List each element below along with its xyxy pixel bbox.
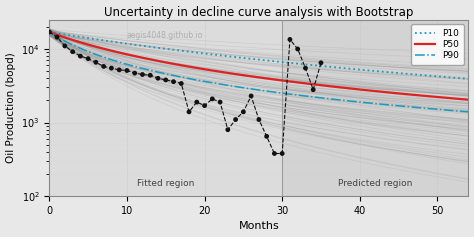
- Point: [232, 118, 239, 121]
- P10: [351, 68, 357, 70]
- Point: [69, 50, 76, 54]
- P10: [212, 53, 218, 56]
- Text: aegis4048.github.io: aegis4048.github.io: [127, 31, 203, 40]
- P90: [465, 110, 471, 113]
- Point: [201, 104, 209, 108]
- Point: [271, 152, 278, 155]
- P90: [349, 100, 355, 103]
- Line: P50: P50: [49, 32, 468, 100]
- Point: [301, 66, 309, 70]
- P50: [46, 31, 52, 33]
- Text: Fitted region: Fitted region: [137, 179, 194, 188]
- Point: [115, 68, 123, 72]
- P50: [97, 46, 102, 49]
- Title: Uncertainty in decline curve analysis with Bootstrap: Uncertainty in decline curve analysis wi…: [104, 5, 414, 18]
- Point: [53, 35, 61, 39]
- P90: [97, 55, 102, 57]
- P50: [465, 98, 471, 101]
- P10: [465, 77, 471, 80]
- P50: [310, 83, 316, 86]
- X-axis label: Months: Months: [238, 221, 279, 232]
- Point: [108, 66, 115, 70]
- P50: [183, 65, 189, 68]
- P10: [183, 50, 189, 53]
- P10: [46, 31, 52, 33]
- Point: [123, 69, 131, 73]
- Point: [263, 134, 271, 138]
- Point: [286, 37, 294, 41]
- Point: [239, 110, 247, 114]
- Point: [193, 100, 201, 104]
- P90: [46, 31, 52, 33]
- P90: [351, 100, 357, 103]
- P10: [97, 38, 102, 41]
- Point: [185, 110, 193, 114]
- Point: [154, 76, 162, 80]
- Point: [146, 73, 154, 77]
- Point: [247, 94, 255, 98]
- Point: [100, 64, 108, 68]
- P50: [212, 70, 218, 73]
- Point: [216, 100, 224, 104]
- Point: [46, 30, 53, 34]
- Point: [224, 128, 232, 132]
- P90: [212, 82, 218, 85]
- Point: [177, 82, 185, 85]
- Point: [92, 60, 100, 64]
- Y-axis label: Oil Production (bopd): Oil Production (bopd): [6, 53, 16, 163]
- Point: [317, 61, 325, 65]
- Point: [77, 54, 84, 58]
- Point: [61, 44, 69, 48]
- Point: [310, 88, 317, 91]
- Line: P90: P90: [49, 32, 468, 112]
- P50: [351, 87, 357, 90]
- Point: [131, 71, 138, 75]
- P90: [183, 77, 189, 79]
- Point: [209, 97, 216, 101]
- P10: [349, 68, 355, 70]
- Legend: P10, P50, P90: P10, P50, P90: [411, 24, 464, 65]
- Bar: [282, 20, 468, 196]
- Point: [294, 47, 301, 51]
- Point: [170, 80, 177, 84]
- Point: [255, 118, 263, 121]
- Point: [162, 78, 170, 82]
- Text: Predicted region: Predicted region: [338, 179, 412, 188]
- P10: [310, 64, 316, 67]
- Line: P10: P10: [49, 32, 468, 79]
- Point: [139, 73, 146, 76]
- Point: [278, 152, 286, 155]
- P90: [310, 96, 316, 98]
- Point: [84, 57, 92, 60]
- P50: [349, 87, 355, 90]
